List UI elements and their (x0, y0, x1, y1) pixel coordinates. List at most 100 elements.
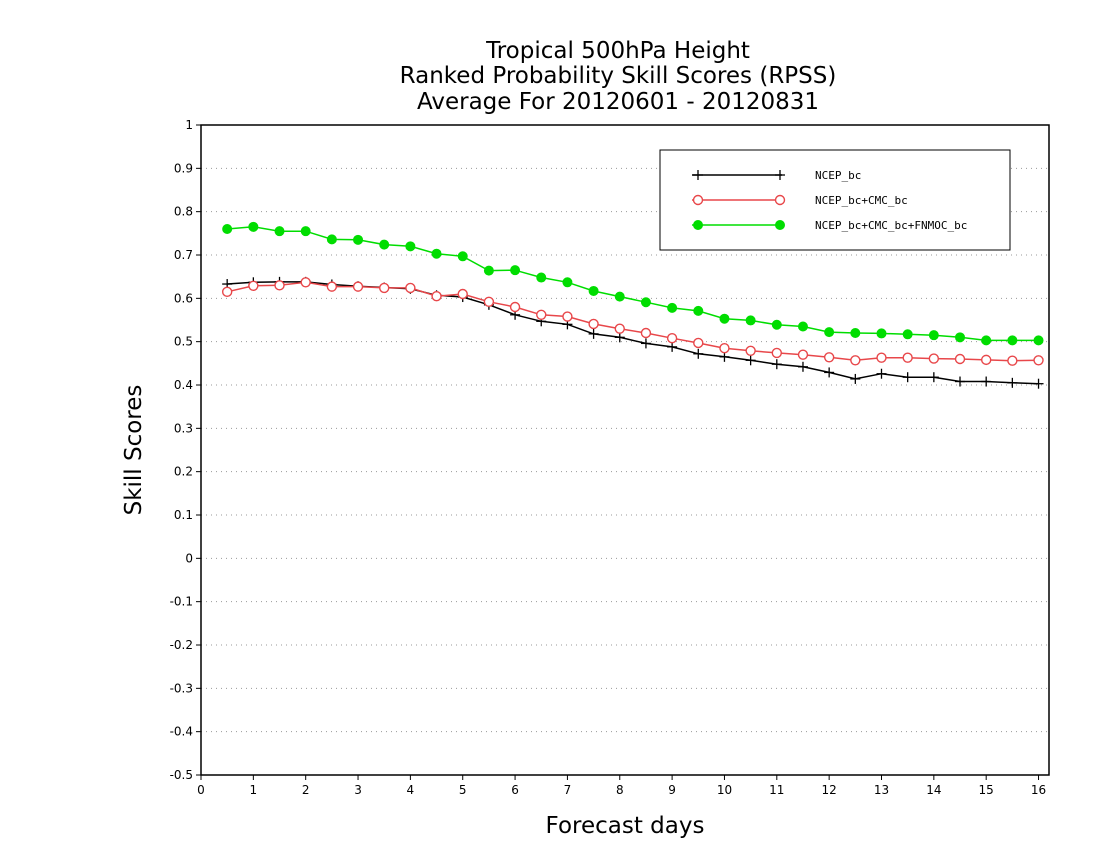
data-point (379, 239, 390, 250)
data-point (300, 277, 311, 288)
legend-marker-start (693, 220, 703, 230)
data-point (954, 353, 966, 365)
series-layer (221, 221, 1044, 389)
y-tick-label: 0.1 (174, 508, 193, 522)
data-point (431, 248, 442, 259)
data-point (876, 368, 887, 379)
data-point (300, 226, 311, 237)
legend-label: NCEP_bc (815, 169, 861, 182)
legend-marker-end (775, 170, 785, 180)
x-tick-label: 3 (354, 783, 362, 797)
plot-area-frame (200, 124, 1050, 776)
data-point (221, 286, 233, 298)
x-tick-label: 12 (822, 783, 837, 797)
y-tick-label: 1 (185, 118, 193, 132)
y-axis-ticks: -0.5 -0.4 -0.3 -0.2 -0.1 0 0.1 0.2 0.3 0.4 0.5 0.6 0… (170, 118, 201, 782)
data-point (248, 280, 259, 291)
data-point (980, 354, 992, 366)
data-point (326, 281, 338, 292)
y-tick-label: -0.3 (170, 681, 193, 695)
data-point (719, 342, 730, 354)
x-tick-label: 14 (926, 783, 941, 797)
legend-marker-start (693, 170, 703, 180)
title-line-1: Tropical 500hPa Height (485, 38, 750, 64)
x-tick-label: 11 (769, 783, 784, 797)
data-point (274, 226, 285, 237)
data-point (771, 319, 782, 330)
data-point (326, 234, 337, 245)
legend-marker-start (692, 194, 704, 206)
x-axis-ticks: 0 1 2 3 4 5 6 7 8 9 10 11 12 13 14 15 16 (197, 775, 1046, 797)
x-tick-label: 8 (616, 783, 624, 797)
data-point (536, 309, 547, 320)
legend-entry: NCEP_bc+CMC_bc+FNMOC_bc (692, 219, 967, 232)
data-point (745, 345, 756, 356)
data-point (483, 265, 494, 276)
gridlines (201, 167, 1049, 733)
legend-marker-end (774, 194, 786, 206)
y-tick-label: 0 (185, 551, 193, 565)
data-point (457, 251, 468, 262)
data-point (667, 341, 678, 352)
data-point (431, 290, 442, 302)
data-point (1033, 355, 1044, 366)
data-point (981, 376, 992, 387)
data-point (928, 372, 939, 383)
x-tick-label: 5 (459, 783, 467, 797)
x-tick-label: 1 (250, 783, 258, 797)
data-point (719, 313, 730, 324)
legend: NCEP_bc NCEP_bc+CMC_bc NCEP_bc+CMC_bc+FNMO… (659, 149, 1011, 251)
data-point (981, 335, 992, 346)
data-point (562, 311, 573, 322)
data-point (614, 332, 625, 343)
y-tick-label: 0.7 (174, 248, 193, 262)
y-tick-label: -0.4 (170, 725, 193, 739)
data-point (928, 330, 939, 341)
data-point (1033, 335, 1044, 346)
x-tick-label: 6 (511, 783, 519, 797)
data-point (405, 282, 416, 294)
x-tick-label: 0 (197, 783, 205, 797)
y-tick-label: 0.8 (174, 205, 193, 219)
y-axis-label: Skill Scores (121, 385, 147, 516)
data-point (536, 272, 547, 283)
y-tick-label: 0.4 (174, 378, 193, 392)
legend-marker-end (775, 220, 785, 230)
data-point (797, 321, 808, 332)
x-tick-label: 16 (1031, 783, 1046, 797)
data-point (509, 301, 521, 313)
data-point (1007, 377, 1018, 388)
y-tick-label: -0.1 (170, 595, 193, 609)
data-point (274, 280, 285, 291)
data-point (823, 352, 835, 363)
data-point (693, 348, 704, 359)
data-point (693, 305, 704, 316)
data-point (850, 373, 861, 384)
data-point (588, 318, 599, 330)
y-tick-label: -0.2 (170, 638, 193, 652)
data-point (719, 351, 730, 362)
data-point (824, 367, 835, 378)
y-tick-label: 0.2 (174, 465, 193, 479)
data-point (797, 349, 809, 360)
data-point (876, 352, 887, 363)
series-1 (222, 276, 1044, 389)
x-tick-label: 9 (668, 783, 676, 797)
data-point (666, 333, 678, 344)
data-point (379, 282, 390, 294)
series-3 (222, 221, 1044, 346)
data-point (824, 327, 835, 338)
data-point (693, 337, 704, 349)
legend-label: NCEP_bc+CMC_bc (815, 194, 908, 207)
data-point (614, 323, 625, 334)
data-point (1033, 378, 1044, 389)
data-point (1007, 335, 1018, 346)
data-point (771, 347, 783, 359)
chart-title: Tropical 500hPa Height Ranked Probabilit… (400, 38, 837, 115)
series-line (227, 281, 1039, 385)
data-point (850, 355, 861, 366)
series-line (227, 281, 1039, 362)
y-tick-label: 0.3 (174, 421, 193, 435)
title-line-2: Ranked Probability Skill Scores (RPSS) (400, 63, 837, 89)
